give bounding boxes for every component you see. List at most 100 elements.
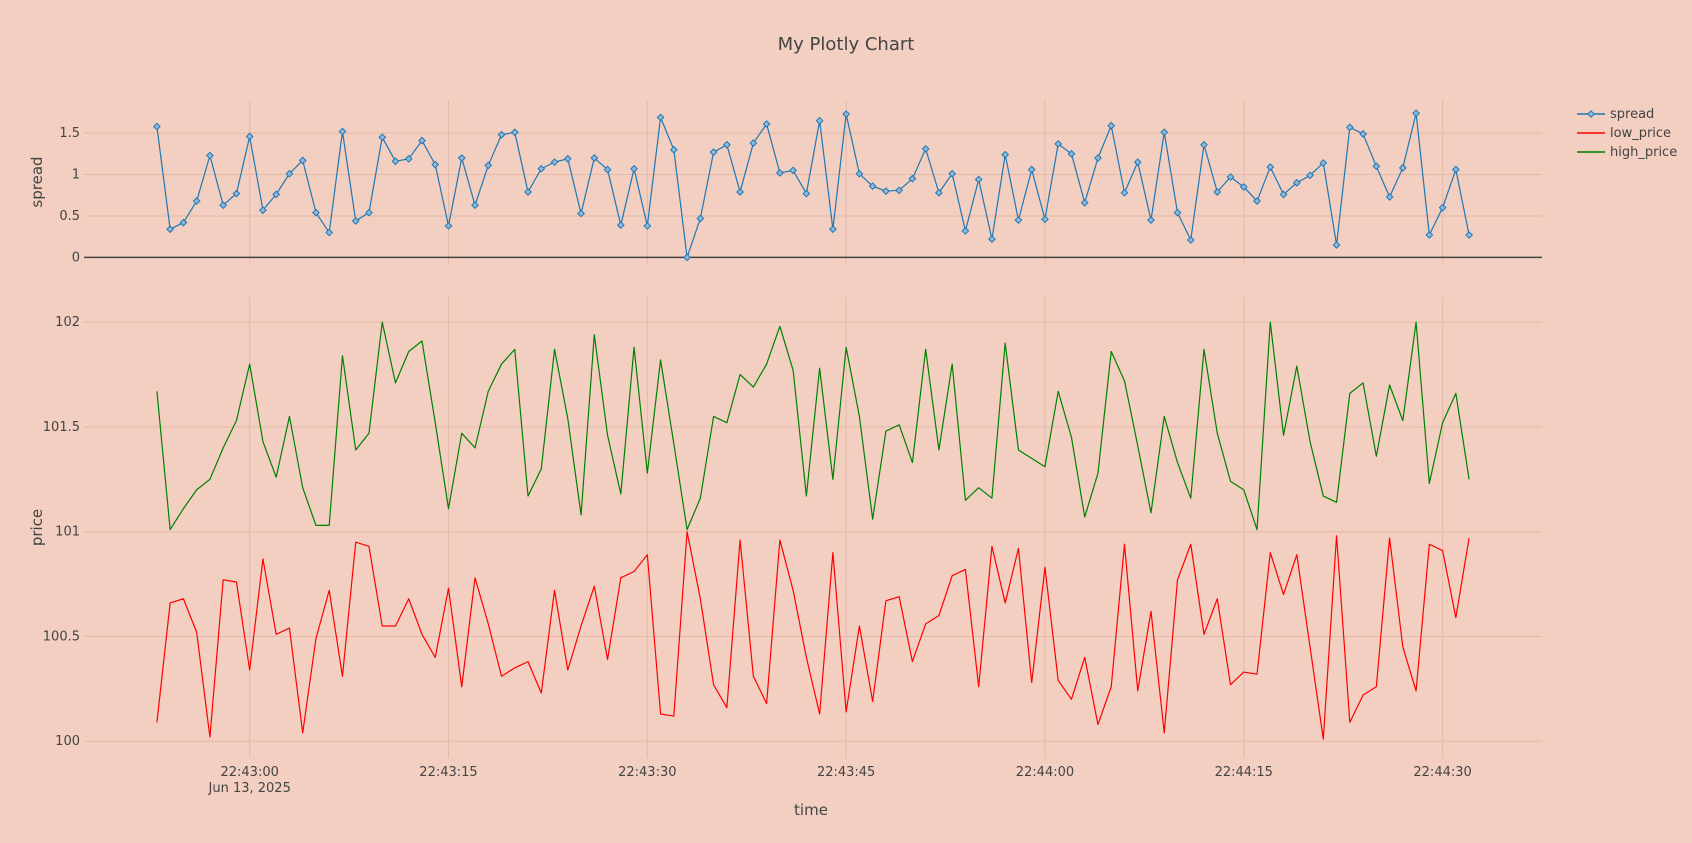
spread-point [643,221,652,230]
spread-point [842,110,851,118]
spread-point [285,169,294,178]
spread-point [1094,154,1102,162]
spread-point [1372,162,1381,171]
spread-point [1200,140,1208,149]
spread-point [749,139,758,147]
spread-point [683,253,691,262]
spread-point [921,144,930,153]
spread-point [1160,128,1169,137]
spread-point [935,188,943,197]
x-tick-label: 22:43:45 [817,765,875,780]
legend-item-spread[interactable]: spread [1577,107,1654,122]
low_price-series-line [156,531,1470,740]
spread-point [1465,231,1474,239]
y-tick-label: 101.5 [43,420,80,435]
spread-point [1213,188,1222,196]
spread-point [471,201,479,210]
spread-point [736,188,745,196]
spread-panel-x-gridlines [249,100,1444,264]
spread-point [696,214,705,223]
spread-point [232,189,241,198]
spread-point [815,116,824,125]
spread-point [630,164,638,173]
spread-point [1001,150,1010,159]
spread-point [338,127,347,136]
x-tick-label: 22:43:15 [419,765,477,780]
spread-point [988,235,996,244]
spread-point [272,190,281,199]
spread-point [431,160,440,169]
spread-point [537,164,546,173]
y-tick-label: 1.5 [59,126,80,141]
legend-item-high_price[interactable]: high_price [1577,145,1677,160]
spread-point [391,157,400,166]
spread-point [1147,216,1155,225]
spread-point [152,122,161,131]
price-axis-title: price [28,509,46,546]
spread-point [378,133,387,142]
spread-point [1385,193,1394,201]
spread-point [1451,165,1460,174]
y-tick-label: 100.5 [43,629,80,644]
spread-point [948,169,957,178]
spread-point [312,208,320,217]
spread-point [1292,178,1301,187]
legend-swatch-marker [1587,110,1595,118]
price-panel-series [156,321,1470,740]
spread-point [1306,171,1314,180]
spread-panel-series [152,109,1474,262]
spread-point [550,158,559,167]
y-tick-label: 101 [55,525,80,540]
price-panel-y-tick-labels: 100 100.5 101 101.5 102 [43,315,80,749]
legend-item-low_price[interactable]: low_price [1577,126,1671,141]
legend-label: spread [1610,107,1654,122]
spread-point [325,228,334,237]
y-tick-label: 1 [72,168,80,183]
x-tick-label: 22:44:00 [1016,765,1074,780]
spread-point [404,154,413,163]
spread-point [457,154,466,162]
spread-point [828,225,837,234]
spread-point [166,225,175,234]
spread-point [789,166,798,175]
x-tick-label: 22:43:00 [220,765,278,780]
spread-point [1120,188,1129,197]
legend[interactable]: spread low_price high_price [1577,107,1677,160]
spread-point [444,221,453,230]
x-axis-title: time [794,801,828,819]
legend-label: low_price [1610,126,1671,141]
spread-point [656,113,665,122]
y-tick-label: 0.5 [59,209,80,224]
spread-point [351,217,360,225]
spread-point [1107,121,1116,130]
price-panel: 100 100.5 101 101.5 102 price [28,297,1542,758]
spread-point [709,148,718,157]
spread-point [563,154,572,163]
chart-title: My Plotly Chart [778,34,915,55]
spread-panel-y-tick-labels: 0 0.5 1 1.5 [59,126,80,265]
spread-point [1054,139,1063,148]
x-tick-label: 22:44:30 [1413,765,1471,780]
spread-point [1239,183,1248,191]
spread-point [908,174,917,183]
spread-point [510,128,519,137]
y-tick-label: 100 [55,734,80,749]
spread-point [1332,241,1341,249]
spread-point [775,168,784,177]
spread-point [1359,130,1367,138]
spread-point [577,209,585,218]
price-panel-y-gridlines [84,321,1542,742]
spread-point [855,169,864,178]
x-tick-label: 22:44:15 [1215,765,1273,780]
spread-point [245,132,254,141]
spread-point [1067,149,1076,158]
spread-point [206,151,214,160]
spread-point [259,206,267,215]
spread-point [722,140,731,149]
spread-point [1319,159,1328,167]
spread-point [616,221,625,229]
spread-point [1279,190,1288,199]
spread-point [1027,165,1036,174]
